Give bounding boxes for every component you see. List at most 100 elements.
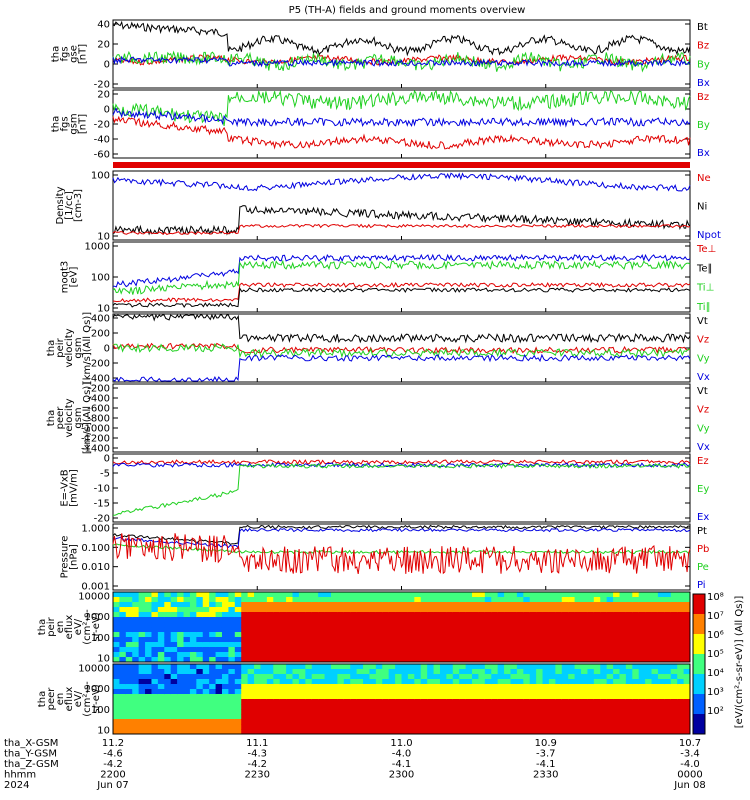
spec-cell [529, 694, 537, 700]
spec-cell [375, 679, 383, 685]
spec-cell [593, 632, 601, 638]
spec-cell [350, 694, 358, 700]
ylabel-line: E=-VxB [60, 469, 71, 506]
spec-cell [414, 729, 422, 735]
spec-cell [446, 709, 454, 715]
spec-cell [497, 704, 505, 710]
spec-cell [542, 637, 550, 643]
spec-cell [587, 704, 595, 710]
spec-cell [677, 652, 685, 658]
spec-cell [209, 724, 217, 730]
ylabel-line: en [55, 621, 66, 634]
spec-cell [555, 709, 563, 715]
spec-cell [113, 679, 120, 685]
xaxis-value: 0000 [677, 770, 702, 781]
y-tick-label: 200 [91, 329, 110, 340]
spec-cell [228, 704, 236, 710]
spec-cell [164, 637, 172, 643]
spec-cell [529, 607, 537, 613]
spec-cell [202, 719, 210, 725]
spec-cell [472, 612, 479, 618]
spec-cell [279, 709, 287, 715]
spec-cell [119, 704, 127, 710]
spec-cell [529, 597, 537, 603]
spec-cell [311, 684, 319, 690]
spec-cell [497, 694, 505, 700]
spec-cell [189, 679, 197, 685]
spec-cell [343, 637, 351, 643]
colorbar-frame [692, 593, 706, 735]
spec-cell [497, 674, 505, 680]
spec-cell [587, 637, 595, 643]
spec-cell [548, 607, 556, 613]
spec-cell [113, 714, 120, 720]
spec-cell [574, 689, 582, 695]
spec-cell [177, 689, 185, 695]
spec-cell [234, 597, 242, 603]
spec-cell [177, 612, 185, 618]
series-Ey [112, 463, 691, 516]
spec-cell [145, 704, 152, 710]
spec-cell [516, 679, 524, 685]
spec-cell [324, 657, 332, 663]
y-tick-label: 10 [97, 232, 110, 243]
spec-cell [375, 729, 383, 735]
spec-cell [446, 607, 454, 613]
spec-cell [369, 674, 377, 680]
spec-cell [343, 597, 351, 603]
spec-cell [356, 704, 364, 710]
spec-cell [254, 664, 261, 670]
spec-cell [350, 729, 358, 735]
spec-cell [138, 729, 146, 735]
spec-cell [459, 699, 467, 705]
spec-cell [439, 724, 447, 730]
y-tick-label: -600 [87, 404, 110, 415]
spec-cell [273, 642, 281, 648]
spec-cell [433, 684, 441, 690]
spec-cell [260, 729, 268, 735]
spec-cell [452, 642, 460, 648]
spec-cell [677, 689, 685, 695]
spec-cell [452, 592, 460, 598]
spec-cell [677, 617, 685, 623]
spec-cell [305, 597, 313, 603]
spec-cell [568, 694, 576, 700]
spec-cell [574, 719, 582, 725]
spec-cell [356, 652, 364, 658]
spec-cell [529, 704, 537, 710]
spec-cell [446, 714, 454, 720]
spec-cell [324, 719, 332, 725]
spec-cell [324, 627, 332, 633]
spec-cell [215, 719, 223, 725]
spec-cell [260, 607, 268, 613]
spec-cell [330, 632, 338, 638]
spec-cell [241, 642, 249, 648]
spec-cell [645, 719, 653, 725]
spec-cell [446, 719, 454, 725]
spec-cell [324, 617, 332, 623]
spec-cell [254, 729, 261, 735]
spec-cell [330, 607, 338, 613]
spec-cell [439, 729, 447, 735]
spec-cell [446, 597, 454, 603]
spec-cell [664, 597, 672, 603]
y-tick-label: 0.001 [81, 582, 110, 593]
spec-cell [677, 679, 685, 685]
spec-cell [375, 647, 383, 653]
spec-cell [581, 617, 588, 623]
spec-cell [151, 684, 159, 690]
spec-cell [484, 664, 492, 670]
spec-cell [382, 674, 390, 680]
spec-cell [625, 652, 633, 658]
spec-cell [683, 647, 691, 653]
spec-cell [497, 729, 505, 735]
spec-cell [189, 592, 197, 598]
spec-cell [266, 642, 274, 648]
spec-cell [683, 669, 691, 675]
spec-cell [234, 627, 242, 633]
spec-cell [125, 694, 133, 700]
spec-cell [279, 592, 287, 598]
spec-cell [677, 632, 685, 638]
spec-cell [619, 689, 627, 695]
spec-cell [651, 709, 659, 715]
